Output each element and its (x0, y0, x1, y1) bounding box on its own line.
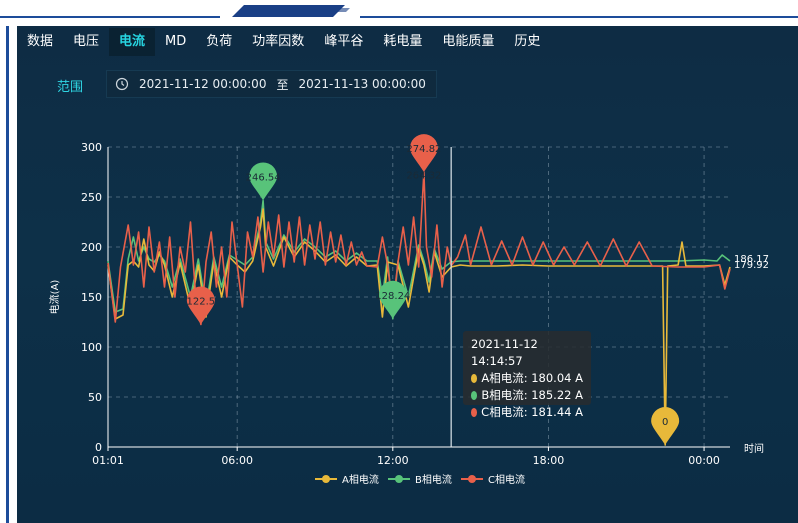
tab-9[interactable]: 历史 (514, 34, 541, 49)
x-tick-label: 06:00 (221, 454, 253, 467)
marker-label: 264.32 (406, 171, 441, 182)
range-label: 范围 (57, 80, 84, 95)
left-border-line (6, 26, 9, 523)
marker-pin (378, 280, 407, 319)
tab-6[interactable]: 峰平谷 (324, 34, 364, 49)
x-tick-label: 01:01 (92, 454, 124, 467)
marker-pin (186, 286, 215, 325)
tab-2[interactable]: 电流 (109, 28, 156, 56)
tab-8[interactable]: 电能质量 (442, 34, 495, 49)
tooltip-row: B相电流: 185.22 A (471, 387, 583, 404)
series-end-label: 179.92 (734, 260, 769, 271)
tab-1[interactable]: 电压 (73, 34, 100, 49)
y-tick-label: 0 (95, 441, 102, 454)
x-axis-label: 时间 (744, 442, 764, 455)
marker-pin (249, 162, 278, 201)
tab-7[interactable]: 耗电量 (383, 34, 423, 49)
marker-pin (651, 407, 680, 445)
series-line-2 (107, 171, 731, 326)
tooltip-row: A相电流: 180.04 A (471, 370, 583, 387)
legend-label: C相电流 (488, 473, 525, 486)
y-tick-label: 150 (81, 291, 102, 304)
legend-dot (322, 475, 330, 483)
series-dot-icon (471, 408, 478, 417)
tab-0[interactable]: 数据 (27, 34, 54, 49)
marker-label: 246.54 (246, 172, 281, 183)
range-end[interactable]: 2021-11-13 00:00:00 (298, 77, 426, 91)
legend-label: A相电流 (342, 473, 379, 486)
series-line-1 (107, 199, 731, 320)
legend-dot (395, 475, 403, 483)
marker-label: 274.82 (406, 144, 441, 155)
x-tick-label: 00:00 (688, 454, 720, 467)
x-tick-label: 12:00 (377, 454, 409, 467)
y-tick-label: 300 (81, 141, 102, 154)
range-start[interactable]: 2021-11-12 00:00:00 (139, 77, 267, 91)
tooltip-row: C相电流: 181.44 A (471, 404, 583, 421)
header-decoration (0, 5, 798, 18)
tooltip-value: A相电流: 180.04 A (481, 371, 583, 385)
marker-label: 122.5 (187, 297, 216, 308)
marker-label: 128.24 (375, 291, 410, 302)
clock-icon (115, 77, 129, 91)
date-range-picker[interactable]: 2021-11-12 00:00:00 至 2021-11-13 00:00:0… (106, 70, 437, 98)
tooltip-time: 2021-11-12 14:14:57 (471, 337, 538, 368)
tab-3[interactable]: MD (165, 34, 187, 49)
tab-bar: 数据 电压 电流 MD 负荷 功率因数 峰平谷 耗电量 电能质量 历史 (17, 28, 798, 56)
legend-label: B相电流 (415, 473, 452, 486)
y-tick-label: 50 (88, 391, 102, 404)
tooltip-value: C相电流: 181.44 A (481, 405, 583, 419)
series-dot-icon (471, 374, 478, 383)
marker-pin (409, 134, 438, 173)
series-line-0 (107, 208, 731, 446)
series-dot-icon (471, 391, 478, 400)
series-end-label: 186.17 (734, 254, 769, 265)
x-tick-label: 18:00 (533, 454, 565, 467)
tab-5[interactable]: 功率因数 (252, 34, 305, 49)
range-separator: 至 (276, 77, 289, 92)
marker-label: 0 (662, 417, 668, 428)
chart-tooltip: 2021-11-12 14:14:57 A相电流: 180.04 A B相电流: … (463, 331, 591, 419)
tab-4[interactable]: 负荷 (206, 34, 233, 49)
legend-dot (468, 475, 476, 483)
y-axis-label: 电流(A) (48, 280, 61, 315)
y-tick-label: 100 (81, 341, 102, 354)
y-tick-label: 200 (81, 241, 102, 254)
tooltip-value: B相电流: 185.22 A (481, 388, 583, 402)
y-tick-label: 250 (81, 191, 102, 204)
